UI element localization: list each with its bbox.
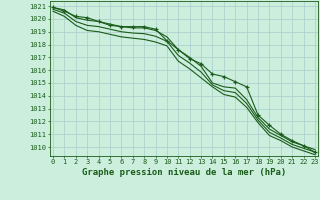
X-axis label: Graphe pression niveau de la mer (hPa): Graphe pression niveau de la mer (hPa) (82, 168, 286, 177)
